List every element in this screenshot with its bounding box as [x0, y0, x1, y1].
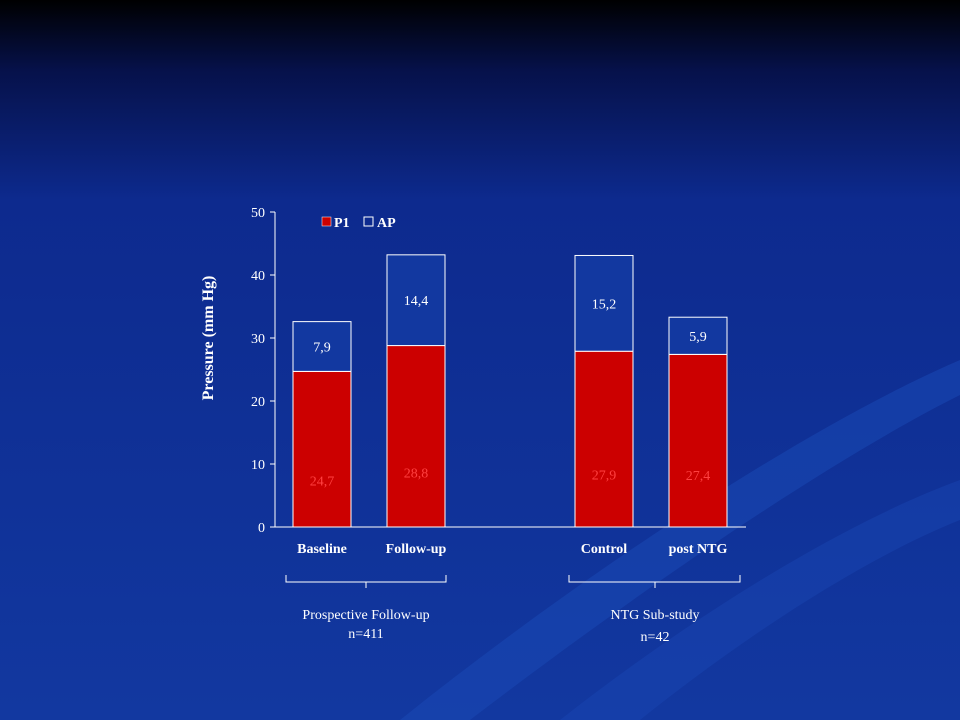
legend: P1 AP [321, 216, 396, 231]
y-tick-label: 50 [251, 206, 265, 221]
bar-ap-follow-up [386, 254, 446, 347]
data-label-ap: 7,9 [313, 341, 331, 356]
bar-p1-post-ntg [668, 353, 728, 528]
bar-ap-baseline [292, 321, 352, 372]
data-label-p1: 28,8 [404, 467, 429, 482]
data-label-p1: 24,7 [310, 474, 335, 489]
y-tick-label: 40 [251, 269, 265, 284]
swoosh-band-1 [400, 360, 960, 720]
legend-label-p1: P1 [334, 216, 350, 231]
y-tick-label: 30 [251, 332, 265, 347]
y-tick-label: 20 [251, 395, 265, 410]
y-tick-label: 10 [251, 458, 265, 473]
group-title-prospective: Prospective Follow-up [302, 608, 429, 623]
bars [292, 254, 728, 528]
bar-labels: 24,7 7,9 28,8 14,4 27,9 15,2 27,4 5,9 [310, 294, 711, 489]
group-n-prospective: n=411 [348, 627, 383, 642]
x-tick-label: Control [581, 542, 628, 557]
group-n-ntg: n=42 [641, 630, 670, 645]
legend-label-ap: AP [377, 216, 396, 231]
group-bracket-prospective [285, 575, 447, 588]
bar-p1-follow-up [386, 345, 446, 528]
group-bracket-ntg [568, 575, 741, 588]
swoosh-band-2 [560, 480, 960, 720]
bar-p1-control [574, 350, 634, 528]
legend-swatch-ap [363, 216, 374, 227]
x-tick-label: Follow-up [386, 542, 447, 557]
y-axis-title: Pressure (mm Hg) [200, 276, 217, 401]
bar-p1-baseline [292, 370, 352, 528]
bar-ap-control [574, 254, 634, 352]
group-prospective: Prospective Follow-up n=411 [285, 575, 447, 642]
y-tick-label: 0 [258, 521, 265, 536]
legend-swatch-p1 [321, 216, 332, 227]
data-label-ap: 14,4 [404, 294, 429, 309]
y-axis: 0 10 20 30 40 50 [251, 206, 276, 536]
group-title-ntg: NTG Sub-study [610, 608, 699, 623]
data-label-ap: 5,9 [689, 330, 707, 345]
x-tick-label: Baseline [297, 542, 347, 557]
data-label-ap: 15,2 [592, 297, 617, 312]
group-ntg: NTG Sub-study n=42 [568, 575, 741, 645]
x-tick-label: post NTG [669, 542, 728, 557]
data-label-p1: 27,9 [592, 468, 617, 483]
category-labels: Baseline Follow-up Control post NTG [297, 542, 727, 557]
data-label-p1: 27,4 [686, 469, 711, 484]
bar-ap-post-ntg [668, 316, 728, 355]
